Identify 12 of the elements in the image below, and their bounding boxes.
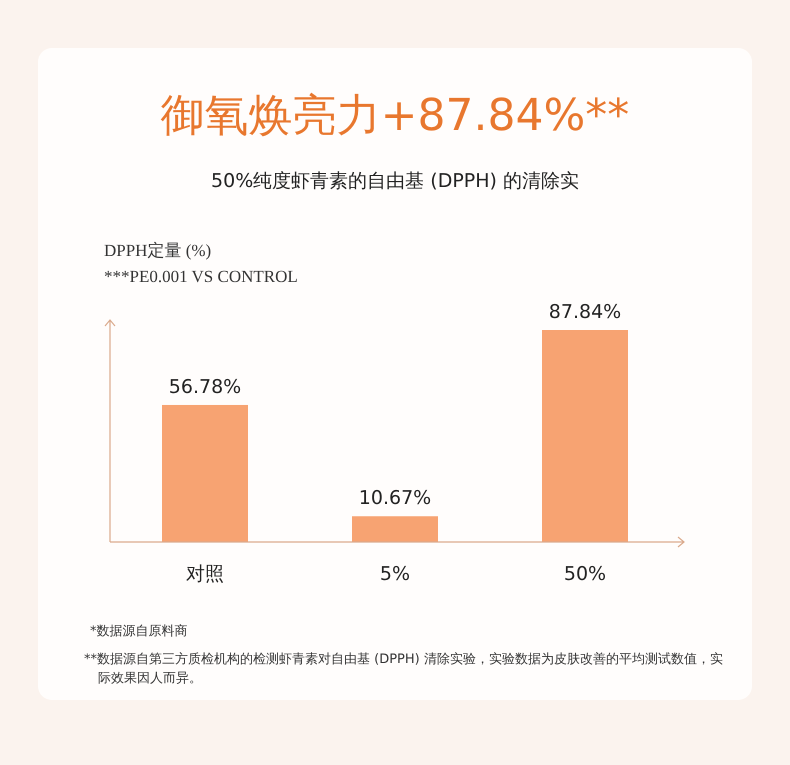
text: *数据源自原料商 [90,623,188,640]
x-tick-label: 对照 [186,563,224,585]
text: **数据源自第三方质检机构的检测虾青素对自由基 (DPPH) 清除实验，实验数据为皮肤改善的平均测试数值，实际效果因人而异。 [84,651,724,688]
y-axis-title: DPPH定量 (%) [104,241,212,260]
text: ***PE0.001 VS CONTROL [104,267,298,286]
x-tick-label: 50% [564,563,606,585]
x-tick-label: 5% [380,563,410,585]
chart-subtitle: 50%纯度虾青素的自由基 (DPPH) 的清除实 [210,169,580,194]
chart-title: 御氧焕亮力+87.84%** [160,89,630,143]
data-label: 87.84% [548,301,622,323]
data-label: 56.78% [168,376,242,398]
data-label: 10.67% [358,487,432,510]
